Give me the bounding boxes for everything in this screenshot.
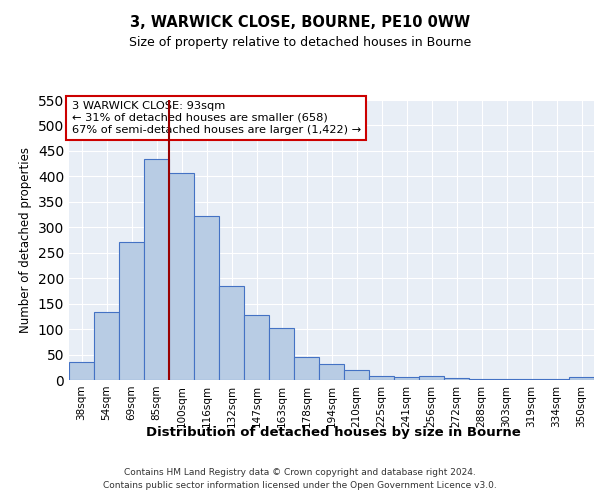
Bar [494, 379, 519, 380]
Bar [244, 316, 269, 380]
Bar [69, 362, 94, 380]
Text: Size of property relative to detached houses in Bourne: Size of property relative to detached ho… [129, 36, 471, 49]
Bar [144, 158, 169, 380]
Text: 3, WARWICK CLOSE, BOURNE, PE10 0WW: 3, WARWICK CLOSE, BOURNE, PE10 0WW [130, 15, 470, 30]
Bar [319, 364, 344, 380]
Bar [219, 286, 244, 380]
Bar [344, 370, 369, 380]
Bar [294, 357, 319, 380]
Bar [369, 376, 394, 380]
Bar [569, 378, 594, 380]
Bar [419, 376, 444, 380]
Bar [119, 242, 144, 380]
Text: Contains HM Land Registry data © Crown copyright and database right 2024.: Contains HM Land Registry data © Crown c… [124, 468, 476, 477]
Bar [269, 328, 294, 380]
Y-axis label: Number of detached properties: Number of detached properties [19, 147, 32, 333]
Bar [194, 216, 219, 380]
Bar [444, 378, 469, 380]
Bar [94, 312, 119, 380]
Text: Contains public sector information licensed under the Open Government Licence v3: Contains public sector information licen… [103, 482, 497, 490]
Bar [394, 377, 419, 380]
Bar [469, 379, 494, 380]
Bar [169, 174, 194, 380]
Text: 3 WARWICK CLOSE: 93sqm
← 31% of detached houses are smaller (658)
67% of semi-de: 3 WARWICK CLOSE: 93sqm ← 31% of detached… [71, 102, 361, 134]
Text: Distribution of detached houses by size in Bourne: Distribution of detached houses by size … [146, 426, 520, 439]
